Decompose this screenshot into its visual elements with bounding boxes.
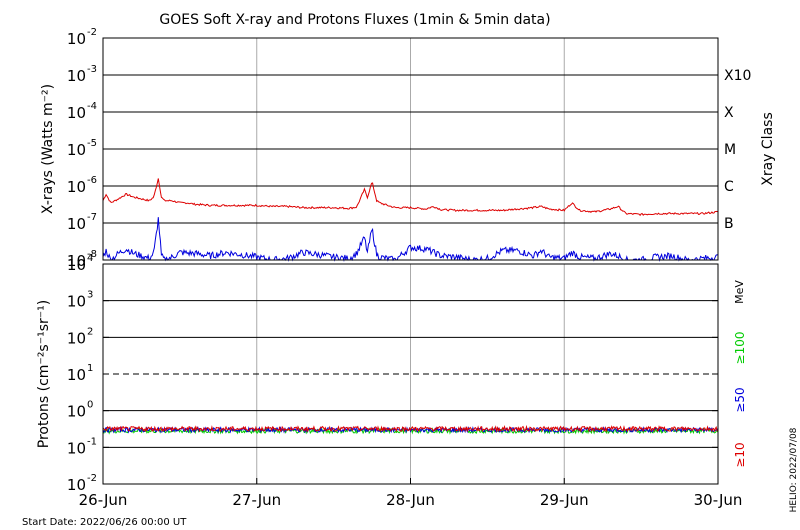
proton-y-tick-label: 10 — [67, 293, 86, 311]
proton-series — [102, 424, 719, 435]
xray-y-tick-label: 10 — [67, 215, 86, 233]
proton-y-tick-exponent: 3 — [87, 290, 93, 301]
xray-class-label: C — [724, 179, 734, 195]
proton-legend-entry: ≥50 — [733, 387, 747, 412]
xray-y-tick-exponent: -2 — [87, 27, 97, 38]
start-date-label: Start Date: 2022/06/26 00:00 UT — [22, 517, 187, 528]
proton-series-line — [102, 424, 719, 433]
xray-series-line — [102, 178, 719, 217]
proton-y-tick-exponent: 4 — [87, 253, 93, 264]
xray-y-tick-label: 10 — [67, 67, 86, 85]
proton-legend-entry: ≥10 — [733, 442, 747, 467]
proton-y-tick-exponent: -2 — [87, 473, 97, 484]
proton-y-tick-label: 10 — [67, 329, 86, 347]
xray-y-tick-label: 10 — [67, 178, 86, 196]
x-axis-tick-labels: 26-Jun 27-Jun 28-Jun 29-Jun 30-Jun — [79, 478, 743, 509]
xray-y-tick-exponent: -5 — [87, 138, 97, 149]
x-tick-label: 26-Jun — [79, 491, 128, 509]
x-tick-label: 29-Jun — [540, 491, 589, 509]
chart-title: GOES Soft X-ray and Protons Fluxes (1min… — [159, 12, 550, 28]
xray-y-axis-label: X-rays (Watts m⁻²) — [40, 84, 56, 214]
xray-y-tick-exponent: -6 — [87, 175, 97, 186]
x-tick-label: 30-Jun — [694, 491, 743, 509]
proton-y-axis-label: Protons (cm⁻²s⁻¹sr⁻¹) — [36, 300, 52, 449]
proton-y-tick-exponent: 0 — [87, 400, 93, 411]
xray-class-labels: X10 X M C B — [724, 68, 751, 232]
proton-y-tick-label: 10 — [67, 366, 86, 384]
xray-y-tick-label: 10 — [67, 104, 86, 122]
x-tick-label: 27-Jun — [232, 491, 281, 509]
xray-series-line — [102, 217, 719, 262]
xray-y-tick-exponent: -7 — [87, 212, 97, 223]
proton-legend-entry: ≥100 — [733, 332, 747, 365]
xray-class-label: B — [724, 216, 734, 232]
xray-class-label: X10 — [724, 68, 751, 84]
proton-y-tick-label: 10 — [67, 403, 86, 421]
xray-y-tick-label: 10 — [67, 141, 86, 159]
xray-gridlines — [103, 38, 718, 260]
proton-gridlines — [103, 264, 718, 484]
proton-y-tick-label: 10 — [67, 256, 86, 274]
proton-energy-unit-label: MeV — [733, 280, 746, 304]
proton-y-tick-exponent: 2 — [87, 326, 93, 337]
proton-y-tick-exponent: -1 — [87, 436, 97, 447]
proton-y-tick-label: 10 — [67, 439, 86, 457]
xray-y-tick-exponent: -4 — [87, 101, 97, 112]
xray-class-label: X — [724, 105, 734, 121]
xray-y-tick-labels: 10-210-310-410-510-610-710-8 — [67, 27, 718, 270]
xray-y-tick-exponent: -3 — [87, 64, 97, 75]
xray-class-label: M — [724, 142, 736, 158]
proton-energy-legend: ≥10 ≥50 ≥100 — [733, 332, 747, 468]
x-tick-label: 28-Jun — [386, 491, 435, 509]
xray-y-tick-exponent: -8 — [87, 249, 97, 260]
xray-y-tick-label: 10 — [67, 30, 86, 48]
proton-y-tick-exponent: 1 — [87, 363, 93, 374]
xray-y-tick-label: 10 — [67, 252, 86, 270]
xray-class-axis-label: Xray Class — [760, 112, 776, 186]
proton-y-tick-label: 10 — [67, 476, 86, 494]
credit-label: HELIO: 2022/07/08 — [789, 427, 799, 512]
xray-series — [102, 178, 719, 262]
